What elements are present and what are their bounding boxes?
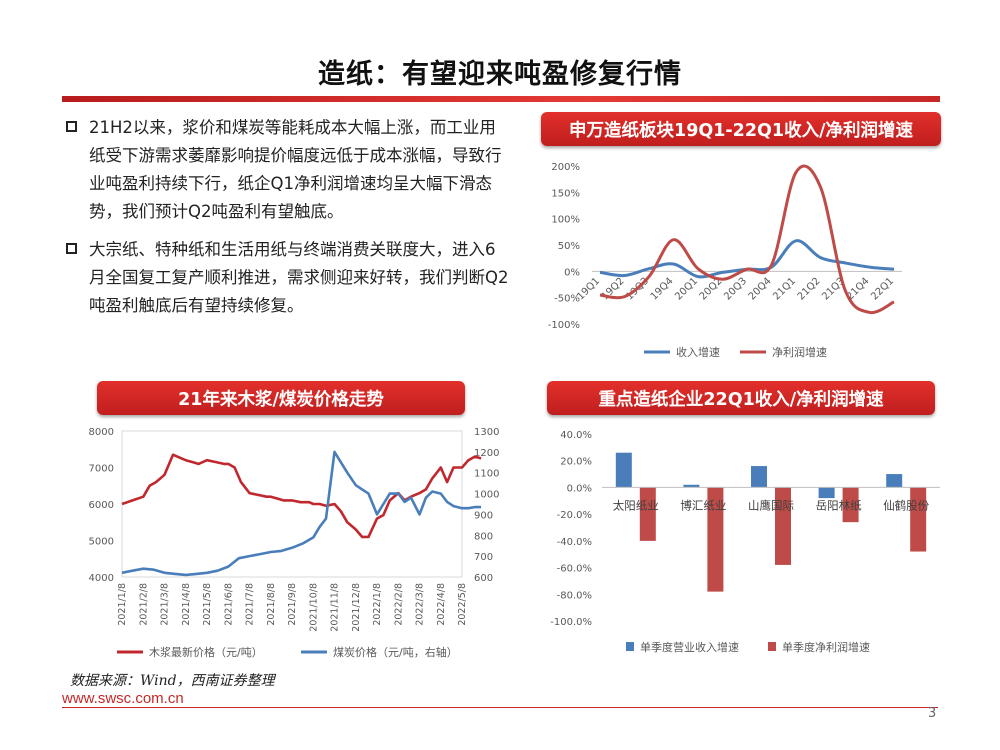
x-tick-label: 2021/10/8 bbox=[308, 583, 319, 632]
bar-revenue bbox=[818, 487, 835, 499]
bar-revenue bbox=[886, 474, 903, 488]
legend-label: 木浆最新价格（元/吨） bbox=[149, 645, 263, 659]
page-title: 造纸：有望迎来吨盈修复行情 bbox=[318, 59, 682, 90]
legend-label: 煤炭价格（元/吨，右轴） bbox=[333, 645, 458, 659]
chart2-title: 21年来木浆/煤炭价格走势 bbox=[97, 381, 465, 415]
x-tick-label: 2021/5/8 bbox=[202, 583, 213, 626]
y-tick-label: -20.0% bbox=[557, 510, 592, 521]
y-right-tick-label: 1200 bbox=[474, 448, 499, 459]
series-line-pulp bbox=[121, 453, 482, 539]
legend-label: 收入增速 bbox=[676, 345, 720, 359]
bullet-list: 21H2以来，浆价和煤炭等能耗成本大幅上涨，而工业用纸受下游需求萎靡影响提价幅度… bbox=[66, 114, 516, 330]
x-tick-label: 2021/8/8 bbox=[266, 583, 277, 626]
bar-profit bbox=[910, 487, 927, 552]
legend-swatch bbox=[626, 642, 634, 651]
footer-line bbox=[62, 707, 938, 708]
legend-label: 单季度营业收入增速 bbox=[640, 640, 739, 654]
x-tick-label: 2021/1/8 bbox=[117, 583, 128, 626]
y-right-tick-label: 1000 bbox=[474, 490, 499, 501]
y-tick-label: -80.0% bbox=[557, 590, 592, 601]
x-category-label: 仙鹤股份 bbox=[883, 498, 929, 512]
page-number: 3 bbox=[928, 706, 937, 721]
x-tick-label: 2022/4/8 bbox=[436, 583, 447, 626]
y-right-tick-label: 900 bbox=[474, 510, 493, 521]
chart1-title: 申万造纸板块19Q1-22Q1收入/净利润增速 bbox=[541, 112, 941, 146]
chart3-title: 重点造纸企业22Q1收入/净利润增速 bbox=[547, 381, 935, 415]
x-tick-label: 2021/9/8 bbox=[287, 583, 298, 626]
y-right-tick-label: 1300 bbox=[474, 427, 499, 438]
legend-swatch bbox=[768, 642, 776, 651]
y-left-tick-label: 6000 bbox=[89, 500, 114, 511]
y-right-tick-label: 600 bbox=[474, 573, 493, 584]
x-tick-label: 2021/4/8 bbox=[181, 583, 192, 626]
y-right-tick-label: 700 bbox=[474, 552, 493, 563]
x-tick-label: 2021/6/8 bbox=[223, 583, 234, 626]
x-tick-label: 2021/12/8 bbox=[351, 583, 362, 632]
y-tick-label: 20.0% bbox=[560, 457, 592, 468]
title-underline bbox=[62, 96, 940, 102]
data-source: 数据来源：Wind，西南证券整理 bbox=[70, 673, 275, 689]
bar-profit bbox=[842, 487, 859, 523]
square-bullet-icon bbox=[66, 243, 77, 254]
x-tick-label: 2021/7/8 bbox=[245, 583, 256, 626]
bullet-item: 21H2以来，浆价和煤炭等能耗成本大幅上涨，而工业用纸受下游需求萎靡影响提价幅度… bbox=[66, 114, 516, 226]
y-tick-label: -100.0% bbox=[550, 617, 592, 628]
bullet-item: 大宗纸、特种纸和生活用纸与终端消费关联度大，进入6月全国复工复产顺利推进，需求侧… bbox=[66, 236, 516, 320]
x-category-label: 太阳纸业 bbox=[613, 498, 659, 512]
series-line-profit bbox=[599, 164, 895, 315]
legend-label: 净利润增速 bbox=[772, 345, 827, 359]
y-tick-label: 0.0% bbox=[567, 483, 592, 494]
y-tick-label: 200% bbox=[551, 162, 580, 173]
x-tick-label: 2021/11/8 bbox=[330, 583, 341, 632]
legend-label: 单季度净利润增速 bbox=[782, 640, 870, 654]
x-tick-label: 2021/2/8 bbox=[138, 583, 149, 626]
bar-profit bbox=[775, 487, 791, 565]
x-tick-label: 2022/5/8 bbox=[457, 583, 468, 626]
series-line-coal bbox=[121, 450, 482, 577]
x-tick-label: 2021/3/8 bbox=[160, 583, 171, 626]
y-tick-label: -100% bbox=[548, 320, 580, 331]
x-tick-label: 2022/1/8 bbox=[372, 583, 383, 626]
y-left-tick-label: 4000 bbox=[89, 573, 114, 584]
y-tick-label: 100% bbox=[551, 215, 580, 226]
square-bullet-icon bbox=[66, 121, 77, 132]
y-tick-label: 50% bbox=[558, 241, 580, 252]
y-tick-label: -50% bbox=[554, 294, 580, 305]
y-left-tick-label: 7000 bbox=[89, 464, 114, 475]
x-category-label: 岳阳林纸 bbox=[816, 498, 862, 512]
bar-profit bbox=[707, 487, 724, 592]
y-tick-label: 150% bbox=[551, 188, 580, 199]
y-tick-label: -60.0% bbox=[557, 564, 592, 575]
bar-profit bbox=[639, 487, 656, 541]
y-left-tick-label: 8000 bbox=[89, 427, 114, 438]
y-tick-label: -40.0% bbox=[557, 537, 592, 548]
y-right-tick-label: 1100 bbox=[474, 469, 499, 480]
y-tick-label: 40.0% bbox=[560, 430, 592, 441]
bar-revenue bbox=[615, 452, 632, 488]
x-tick-label: 2022/2/8 bbox=[393, 583, 404, 626]
bullet-text: 大宗纸、特种纸和生活用纸与终端消费关联度大，进入6月全国复工复产顺利推进，需求侧… bbox=[89, 240, 509, 315]
y-left-tick-label: 5000 bbox=[89, 537, 114, 548]
x-category-label: 博汇纸业 bbox=[680, 498, 726, 512]
bar-revenue bbox=[751, 466, 767, 488]
x-category-label: 山鹰国际 bbox=[748, 498, 794, 512]
x-tick-label: 2022/3/8 bbox=[415, 583, 426, 626]
bullet-text: 21H2以来，浆价和煤炭等能耗成本大幅上涨，而工业用纸受下游需求萎靡影响提价幅度… bbox=[89, 118, 502, 221]
bar-revenue bbox=[683, 484, 700, 488]
footer-url[interactable]: www.swsc.com.cn bbox=[62, 690, 184, 707]
y-right-tick-label: 800 bbox=[474, 531, 493, 542]
y-tick-label: 0% bbox=[564, 267, 580, 278]
